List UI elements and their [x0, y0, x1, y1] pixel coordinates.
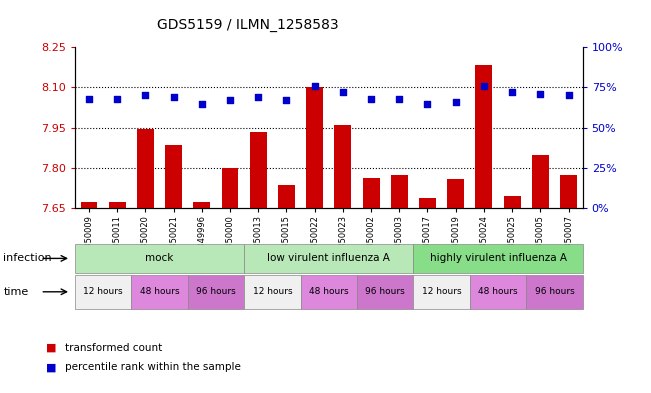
Point: [366, 95, 376, 102]
Bar: [391, 175, 408, 208]
Text: highly virulent influenza A: highly virulent influenza A: [430, 253, 566, 263]
Text: transformed count: transformed count: [65, 343, 162, 353]
Text: GDS5159 / ILMN_1258583: GDS5159 / ILMN_1258583: [157, 18, 338, 32]
Text: ■: ■: [46, 362, 56, 373]
Bar: [109, 202, 126, 208]
Text: percentile rank within the sample: percentile rank within the sample: [65, 362, 241, 373]
Bar: [81, 202, 98, 208]
Bar: [335, 125, 352, 208]
Text: 12 hours: 12 hours: [422, 287, 462, 296]
Point: [197, 100, 207, 107]
Bar: [165, 145, 182, 208]
Bar: [504, 196, 521, 208]
Bar: [193, 202, 210, 208]
Text: time: time: [3, 287, 29, 297]
Point: [225, 97, 235, 103]
Point: [563, 92, 574, 99]
Bar: [306, 88, 323, 208]
Bar: [137, 129, 154, 208]
Point: [84, 95, 94, 102]
Point: [309, 83, 320, 89]
Point: [338, 89, 348, 95]
Point: [507, 89, 518, 95]
Bar: [250, 132, 267, 208]
Text: 96 hours: 96 hours: [196, 287, 236, 296]
Bar: [363, 178, 380, 208]
Text: ■: ■: [46, 343, 56, 353]
Point: [450, 99, 461, 105]
Bar: [475, 64, 492, 208]
Point: [253, 94, 264, 100]
Point: [478, 83, 489, 89]
Point: [394, 95, 404, 102]
Text: mock: mock: [145, 253, 174, 263]
Text: 48 hours: 48 hours: [140, 287, 179, 296]
Text: 48 hours: 48 hours: [309, 287, 348, 296]
Text: 96 hours: 96 hours: [534, 287, 574, 296]
Point: [169, 94, 179, 100]
Bar: [221, 168, 238, 208]
Point: [140, 92, 150, 99]
Text: low virulent influenza A: low virulent influenza A: [268, 253, 390, 263]
Point: [422, 100, 433, 107]
Text: 96 hours: 96 hours: [365, 287, 405, 296]
Text: 12 hours: 12 hours: [83, 287, 123, 296]
Text: 48 hours: 48 hours: [478, 287, 518, 296]
Point: [281, 97, 292, 103]
Point: [535, 91, 546, 97]
Point: [112, 95, 122, 102]
Text: infection: infection: [3, 253, 52, 263]
Bar: [419, 198, 436, 208]
Bar: [447, 179, 464, 208]
Bar: [278, 185, 295, 208]
Bar: [532, 154, 549, 208]
Text: 12 hours: 12 hours: [253, 287, 292, 296]
Bar: [560, 175, 577, 208]
